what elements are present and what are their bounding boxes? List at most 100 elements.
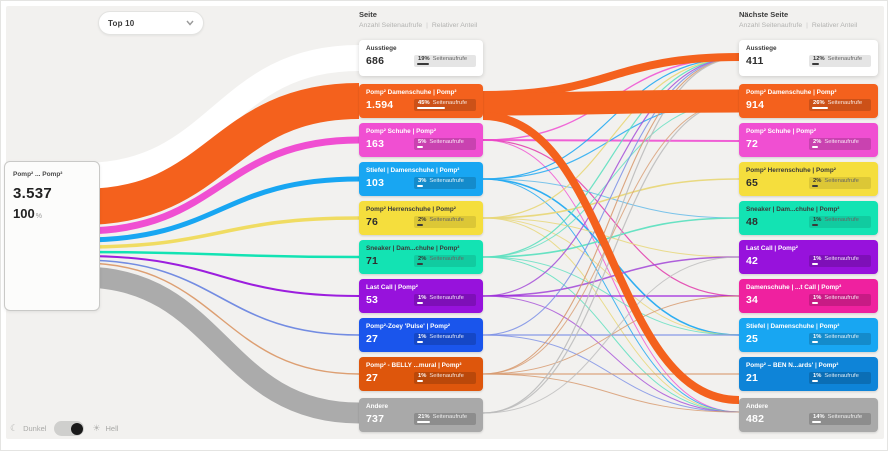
- theme-switch[interactable]: [54, 421, 85, 436]
- middle-column-title: Seite: [359, 10, 377, 19]
- sankey-ribbon[interactable]: [81, 83, 360, 225]
- card-label: Pomp² Schuhe | Pomp²: [746, 128, 816, 135]
- page-card-right-9[interactable]: Andere 482 14% Seitenaufrufe: [739, 398, 878, 432]
- card-label: Stiefel | Damenschuhe | Pomp²: [746, 323, 840, 330]
- sankey-ribbon[interactable]: [482, 100, 740, 375]
- card-share-badge: 2% Seitenaufrufe: [414, 216, 476, 228]
- card-pageviews-value: 27: [366, 333, 379, 346]
- sankey-ribbon[interactable]: [81, 250, 360, 259]
- card-share-badge: 26% Seitenaufrufe: [809, 99, 871, 111]
- share-unit-label: Seitenaufrufe: [824, 139, 859, 145]
- page-card-middle-9[interactable]: Andere 737 21% Seitenaufrufe: [359, 398, 483, 432]
- card-pageviews-value: 103: [366, 177, 385, 190]
- sankey-ribbon[interactable]: [482, 57, 740, 414]
- sankey-ribbon[interactable]: [81, 266, 360, 424]
- page-card-middle-7[interactable]: Pomp²-Zoey 'Pulse' | Pomp² 27 1% Seitenaufr…: [359, 318, 483, 352]
- share-progress-bar: [417, 224, 424, 227]
- page-card-right-7[interactable]: Stiefel | Damenschuhe | Pomp² 25 1% Seitena…: [739, 318, 878, 352]
- page-card-middle-1[interactable]: Pomp² Damenschuhe | Pomp² 1.594 45% Seitena…: [359, 84, 483, 118]
- sankey-ribbon[interactable]: [81, 262, 360, 375]
- share-progress-bar: [812, 107, 829, 110]
- sankey-ribbon[interactable]: [482, 178, 740, 219]
- share-percent: 5%: [418, 139, 427, 145]
- sankey-ribbon[interactable]: [81, 255, 360, 297]
- share-progress-bar: [417, 302, 424, 305]
- source-node-percent: 100%: [13, 206, 42, 221]
- right-pageviews-option[interactable]: Anzahl Seitenaufrufe: [739, 22, 803, 29]
- page-card-right-6[interactable]: Damenschuhe | ...t Call | Pomp² 34 1% Seite…: [739, 279, 878, 313]
- card-label: Sneaker | Dam...chuhe | Pomp²: [746, 206, 840, 213]
- sankey-ribbon[interactable]: [482, 217, 740, 413]
- card-share-badge: 1% Seitenaufrufe: [809, 255, 871, 267]
- sankey-ribbon[interactable]: [482, 57, 740, 375]
- sankey-ribbon[interactable]: [482, 57, 740, 180]
- card-pageviews-value: 411: [746, 55, 764, 68]
- card-label: Last Call | Pomp²: [746, 245, 798, 252]
- share-unit-label: Seitenaufrufe: [432, 100, 468, 106]
- card-pageviews-value: 76: [366, 216, 379, 229]
- share-unit-label: Seitenaufrufe: [827, 414, 863, 420]
- page-card-middle-5[interactable]: Sneaker | Dam...chuhe | Pomp² 71 2% Seitena…: [359, 240, 483, 274]
- sankey-ribbon[interactable]: [482, 256, 740, 414]
- page-card-middle-2[interactable]: Pomp² Schuhe | Pomp² 163 5% Seitenaufrufe: [359, 123, 483, 157]
- card-label: Damenschuhe | ...t Call | Pomp²: [746, 284, 842, 291]
- sankey-flows-canvas: [81, 45, 740, 424]
- right-relative-share-option[interactable]: Relativer Anteil: [811, 22, 858, 29]
- page-card-middle-6[interactable]: Last Call | Pomp² 53 1% Seitenaufrufe: [359, 279, 483, 313]
- sankey-ribbon[interactable]: [482, 57, 740, 258]
- card-pageviews-value: 1.594: [366, 99, 394, 112]
- sankey-ribbon[interactable]: [482, 139, 740, 297]
- card-pageviews-value: 65: [746, 177, 759, 190]
- card-label: Ausstiege: [746, 45, 777, 52]
- sankey-ribbon[interactable]: [81, 259, 360, 336]
- share-progress-bar: [417, 63, 429, 66]
- share-percent: 21%: [418, 414, 430, 420]
- page-card-right-3[interactable]: Pomp² Herrenschuhe | Pomp² 65 2% Seitenaufr…: [739, 162, 878, 196]
- card-pageviews-value: 686: [366, 55, 385, 68]
- share-unit-label: Seitenaufrufe: [429, 373, 464, 379]
- page-card-right-0[interactable]: Ausstiege 411 12% Seitenaufrufe: [739, 40, 878, 76]
- card-share-badge: 2% Seitenaufrufe: [809, 138, 871, 150]
- share-percent: 1%: [418, 295, 427, 301]
- card-pageviews-value: 72: [746, 138, 759, 151]
- page-card-right-2[interactable]: Pomp² Schuhe | Pomp² 72 2% Seitenaufrufe: [739, 123, 878, 157]
- next-page-column-title: Nächste Seite: [739, 10, 789, 19]
- share-progress-bar: [417, 263, 424, 266]
- middle-pageviews-option[interactable]: Anzahl Seitenaufrufe: [359, 22, 423, 29]
- card-label: Andere: [746, 403, 769, 410]
- page-card-right-4[interactable]: Sneaker | Dam...chuhe | Pomp² 48 1% Seitena…: [739, 201, 878, 235]
- sankey-ribbon[interactable]: [81, 176, 360, 243]
- middle-relative-share-option[interactable]: Relativer Anteil: [431, 22, 478, 29]
- share-progress-bar: [812, 263, 819, 266]
- sankey-ribbon[interactable]: [482, 295, 740, 413]
- page-card-right-5[interactable]: Last Call | Pomp² 42 1% Seitenaufrufe: [739, 240, 878, 274]
- top-filter-dropdown[interactable]: Top 10: [98, 11, 204, 35]
- sankey-ribbon[interactable]: [81, 136, 360, 235]
- page-card-middle-4[interactable]: Pomp² Herrenschuhe | Pomp² 76 2% Seitenaufr…: [359, 201, 483, 235]
- sankey-ribbon[interactable]: [482, 57, 740, 336]
- share-percent: 26%: [813, 100, 825, 106]
- sankey-ribbon[interactable]: [482, 89, 740, 116]
- sankey-ribbon[interactable]: [482, 373, 740, 413]
- page-card-right-1[interactable]: Pomp² Damenschuhe | Pomp² 914 26% Seitenauf…: [739, 84, 878, 118]
- sankey-ribbon[interactable]: [482, 57, 740, 297]
- sankey-ribbon[interactable]: [81, 216, 360, 249]
- share-percent: 2%: [813, 178, 822, 184]
- sankey-ribbon[interactable]: [482, 57, 740, 219]
- page-card-middle-3[interactable]: Stiefel | Damenschuhe | Pomp² 103 3% Seiten…: [359, 162, 483, 196]
- sankey-ribbon[interactable]: [482, 112, 740, 404]
- share-unit-label: Seitenaufrufe: [827, 100, 863, 106]
- card-label: Ausstiege: [366, 45, 397, 52]
- sankey-ribbon[interactable]: [81, 45, 360, 189]
- source-node-card[interactable]: Pomp² ... Pomp² 3.537 100%: [4, 161, 100, 311]
- page-card-right-8[interactable]: Pomp² – BEN N...ards' | Pomp² 21 1% Seitena…: [739, 357, 878, 391]
- sankey-ribbon[interactable]: [482, 256, 740, 297]
- card-share-badge: 45% Seitenaufrufe: [414, 99, 476, 111]
- share-progress-bar: [417, 107, 445, 110]
- card-pageviews-value: 21: [746, 372, 759, 385]
- page-card-middle-0[interactable]: Ausstiege 686 19% Seitenaufrufe: [359, 40, 483, 76]
- share-unit-label: Seitenaufrufe: [824, 334, 859, 340]
- card-share-badge: 1% Seitenaufrufe: [809, 216, 871, 228]
- page-card-middle-8[interactable]: Pomp² - BELLY ...mural | Pomp² 27 1% Seiten…: [359, 357, 483, 391]
- card-pageviews-value: 914: [746, 99, 765, 112]
